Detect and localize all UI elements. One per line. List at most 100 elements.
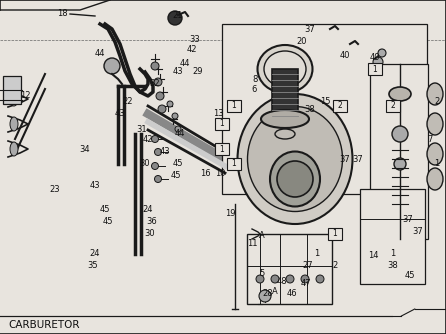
Text: 24: 24: [143, 204, 153, 213]
Text: 20: 20: [297, 36, 307, 45]
Text: 43: 43: [90, 181, 100, 190]
Text: 1: 1: [333, 229, 337, 238]
Text: 46: 46: [287, 290, 297, 299]
Text: 45: 45: [100, 204, 110, 213]
Text: 43: 43: [173, 67, 183, 76]
Bar: [215, 143, 229, 155]
Circle shape: [373, 57, 383, 67]
Ellipse shape: [427, 83, 443, 105]
Text: 37: 37: [353, 155, 363, 164]
Text: 13: 13: [213, 110, 223, 119]
Circle shape: [154, 175, 161, 182]
Circle shape: [104, 58, 120, 74]
Circle shape: [167, 101, 173, 107]
Ellipse shape: [427, 143, 443, 165]
Circle shape: [286, 275, 294, 283]
Text: 43: 43: [115, 110, 125, 119]
Ellipse shape: [248, 107, 343, 211]
Ellipse shape: [10, 142, 18, 156]
Text: 37: 37: [403, 214, 413, 223]
Circle shape: [277, 161, 313, 197]
Text: 24: 24: [90, 249, 100, 259]
Text: 10: 10: [215, 169, 225, 178]
Bar: [368, 63, 382, 75]
Ellipse shape: [257, 45, 313, 93]
Text: 12: 12: [20, 92, 30, 101]
Text: 2: 2: [338, 102, 343, 111]
Text: 1: 1: [314, 249, 320, 259]
Ellipse shape: [261, 110, 309, 128]
Circle shape: [301, 275, 309, 283]
Bar: [227, 100, 241, 112]
Circle shape: [172, 113, 178, 119]
Circle shape: [271, 275, 279, 283]
Circle shape: [316, 275, 324, 283]
Ellipse shape: [427, 168, 443, 190]
Bar: [272, 69, 298, 119]
Text: 44: 44: [180, 59, 190, 68]
Ellipse shape: [427, 113, 443, 135]
Circle shape: [168, 11, 182, 25]
Text: 44: 44: [95, 49, 105, 58]
Circle shape: [394, 158, 406, 170]
Text: 1: 1: [372, 64, 377, 73]
Text: 19: 19: [225, 209, 235, 218]
Text: 21: 21: [173, 11, 183, 20]
Text: 42: 42: [143, 135, 153, 144]
Text: 30: 30: [145, 229, 155, 238]
Text: 47: 47: [301, 280, 311, 289]
Text: 16: 16: [200, 169, 211, 178]
Bar: [227, 158, 241, 170]
Text: 1: 1: [231, 160, 236, 168]
Text: 1: 1: [219, 145, 224, 154]
Circle shape: [156, 92, 164, 100]
Text: 5: 5: [260, 270, 264, 279]
Ellipse shape: [264, 51, 306, 87]
Text: 6: 6: [251, 86, 257, 95]
Text: 36: 36: [147, 216, 157, 225]
Text: 43: 43: [160, 148, 170, 157]
Text: 8: 8: [252, 74, 258, 84]
Text: 29: 29: [193, 67, 203, 76]
Text: 45: 45: [103, 216, 113, 225]
Circle shape: [175, 126, 181, 132]
Bar: [360, 189, 425, 284]
Text: 1: 1: [390, 249, 396, 259]
Text: 37: 37: [413, 226, 423, 235]
Circle shape: [158, 105, 166, 113]
Text: 7: 7: [427, 135, 433, 144]
Text: 18: 18: [57, 9, 67, 18]
Circle shape: [151, 62, 159, 70]
Text: A: A: [272, 288, 278, 297]
Bar: [370, 64, 428, 239]
Text: 33: 33: [190, 34, 200, 43]
Text: 44: 44: [175, 130, 185, 139]
Text: 2: 2: [332, 262, 338, 271]
Circle shape: [256, 275, 264, 283]
Text: 37: 37: [305, 24, 315, 33]
Text: 23: 23: [50, 184, 60, 193]
Text: A: A: [259, 231, 265, 240]
Text: CARBURETOR: CARBURETOR: [8, 320, 79, 330]
Text: 45: 45: [173, 160, 183, 168]
Circle shape: [154, 149, 161, 156]
Text: 42: 42: [187, 44, 197, 53]
Text: 11: 11: [247, 239, 257, 248]
Text: 37: 37: [339, 155, 351, 164]
Circle shape: [152, 163, 158, 169]
Text: 45: 45: [405, 272, 415, 281]
Text: 34: 34: [80, 145, 90, 154]
Text: 38: 38: [388, 262, 398, 271]
Text: 28: 28: [263, 290, 273, 299]
Text: 38: 38: [305, 105, 315, 114]
Text: 15: 15: [320, 97, 330, 106]
Bar: [247, 234, 332, 304]
Text: 35: 35: [88, 262, 98, 271]
Bar: [222, 24, 427, 194]
Bar: [386, 100, 400, 112]
Ellipse shape: [10, 92, 18, 106]
Text: 1: 1: [434, 160, 440, 168]
Text: 48: 48: [277, 278, 287, 287]
Text: 2: 2: [391, 102, 395, 111]
Text: 45: 45: [171, 171, 181, 180]
